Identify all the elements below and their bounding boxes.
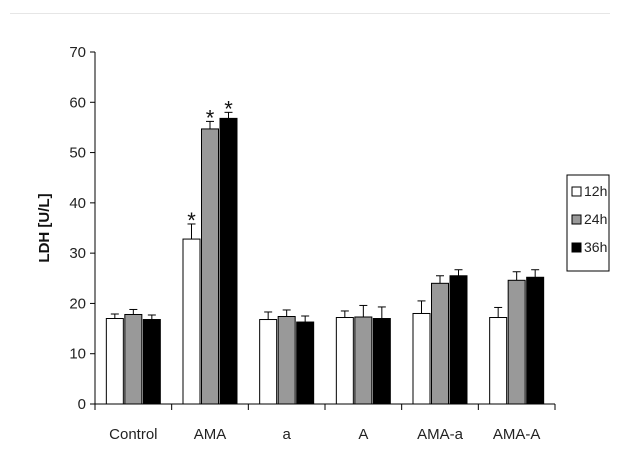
error-bars — [110, 111, 540, 323]
y-tick-label: 10 — [69, 346, 86, 363]
y-tick-label: 30 — [69, 245, 86, 262]
significance-mark: * — [187, 208, 196, 233]
x-tick-label: AMA-a — [417, 426, 464, 443]
bar — [277, 316, 296, 405]
bar — [449, 275, 468, 405]
bars — [105, 117, 545, 405]
y-tick-label: 0 — [78, 396, 86, 413]
x-ticks: Control AMA a A AMA-a AMA-A — [94, 404, 556, 443]
bar — [105, 318, 124, 405]
legend: 12h 24h 36h — [566, 174, 610, 272]
bar — [219, 117, 238, 405]
x-tick-label: AMA-A — [493, 426, 541, 443]
y-tick-label: 20 — [69, 295, 86, 312]
significance-mark: * — [206, 105, 215, 130]
bar — [142, 319, 161, 405]
x-tick-label: A — [358, 426, 368, 443]
bar — [412, 312, 431, 405]
bar — [201, 128, 219, 405]
x-tick-label: Control — [109, 426, 157, 443]
bar — [259, 319, 278, 405]
bar — [354, 316, 373, 405]
y-ticks: 0 10 20 30 40 50 60 70 — [69, 44, 95, 413]
legend-label: 24h — [584, 211, 607, 227]
bar — [372, 318, 391, 405]
bar — [526, 276, 545, 405]
legend-label: 12h — [584, 183, 607, 199]
x-tick-label: a — [282, 426, 291, 443]
y-tick-label: 50 — [69, 145, 86, 162]
axes — [94, 52, 555, 405]
bar — [335, 317, 354, 405]
y-tick-label: 40 — [69, 195, 86, 212]
y-axis-title: LDH [U/L] — [36, 193, 53, 262]
legend-swatch — [571, 214, 582, 225]
bar — [182, 238, 201, 405]
top-divider — [10, 13, 610, 14]
bar — [431, 282, 449, 405]
bar — [489, 317, 508, 405]
bar — [296, 321, 315, 405]
legend-label: 36h — [584, 239, 607, 255]
y-tick-label: 60 — [69, 94, 86, 111]
significance-marks: * * * — [187, 96, 233, 233]
x-tick-label: AMA — [194, 426, 227, 443]
y-tick-label: 70 — [69, 44, 86, 61]
bar — [124, 313, 143, 405]
bar — [507, 279, 526, 405]
legend-swatch — [571, 242, 582, 253]
significance-mark: * — [224, 96, 233, 121]
legend-swatch — [571, 186, 582, 197]
